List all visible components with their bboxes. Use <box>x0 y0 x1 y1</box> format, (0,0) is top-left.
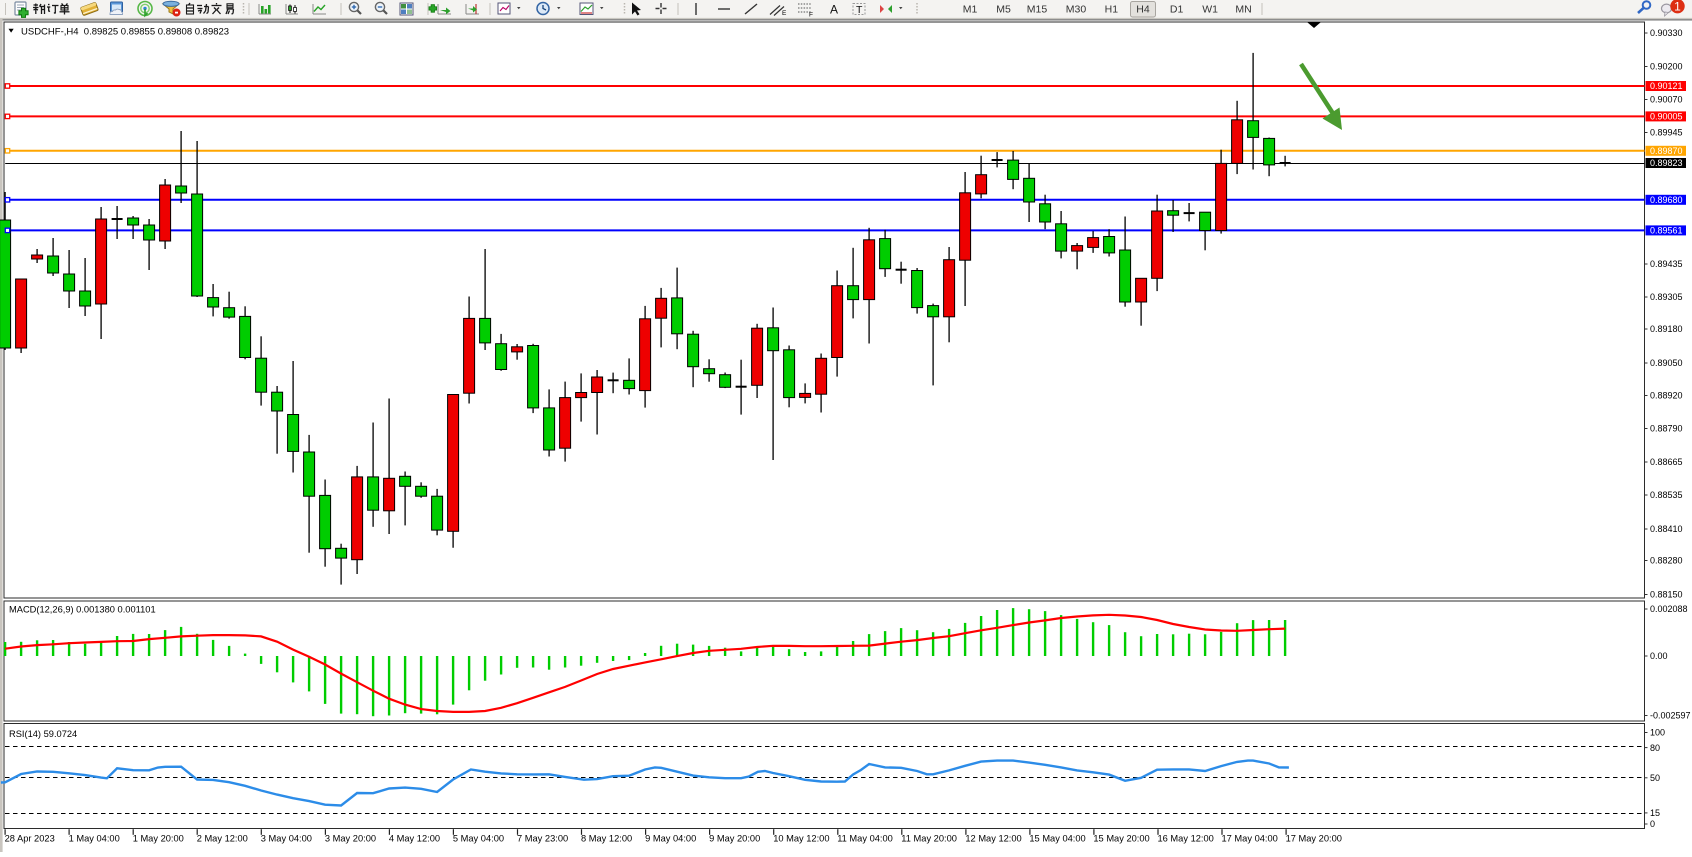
svg-text:0: 0 <box>1650 819 1655 829</box>
svg-text:80: 80 <box>1650 743 1660 753</box>
svg-text:15 May 20:00: 15 May 20:00 <box>1093 834 1149 844</box>
svg-text:M1: M1 <box>963 4 978 16</box>
svg-text:0.90005: 0.90005 <box>1650 112 1683 122</box>
svg-text:0.00: 0.00 <box>1650 651 1668 661</box>
svg-text:0.88790: 0.88790 <box>1650 424 1683 434</box>
svg-text:8 May 12:00: 8 May 12:00 <box>581 834 632 844</box>
svg-text:0.88920: 0.88920 <box>1650 391 1683 401</box>
svg-text:-0.002597: -0.002597 <box>1650 711 1691 721</box>
svg-text:15 May 04:00: 15 May 04:00 <box>1029 834 1085 844</box>
svg-text:12 May 12:00: 12 May 12:00 <box>965 834 1021 844</box>
svg-text:0.89180: 0.89180 <box>1650 324 1683 334</box>
svg-text:0.90330: 0.90330 <box>1650 28 1683 38</box>
svg-text:0.90070: 0.90070 <box>1650 95 1683 105</box>
svg-text:17 May 04:00: 17 May 04:00 <box>1222 834 1278 844</box>
svg-text:3 May 20:00: 3 May 20:00 <box>325 834 376 844</box>
svg-text:0.89435: 0.89435 <box>1650 259 1683 269</box>
svg-text:0.89561: 0.89561 <box>1650 226 1683 236</box>
svg-text:0.89680: 0.89680 <box>1650 195 1683 205</box>
svg-text:15: 15 <box>1650 808 1660 818</box>
svg-text:M30: M30 <box>1066 4 1087 16</box>
svg-text:F: F <box>809 12 813 19</box>
svg-text:0.89050: 0.89050 <box>1650 358 1683 368</box>
svg-text:16 May 12:00: 16 May 12:00 <box>1158 834 1214 844</box>
svg-text:2 May 12:00: 2 May 12:00 <box>197 834 248 844</box>
svg-text:M15: M15 <box>1027 4 1048 16</box>
svg-text:3 May 04:00: 3 May 04:00 <box>261 834 312 844</box>
svg-text:M5: M5 <box>996 4 1011 16</box>
svg-text:1 May 04:00: 1 May 04:00 <box>69 834 120 844</box>
svg-text:A: A <box>830 3 838 17</box>
svg-text:100: 100 <box>1650 728 1665 738</box>
svg-text:11 May 20:00: 11 May 20:00 <box>901 834 957 844</box>
svg-text:50: 50 <box>1650 773 1660 783</box>
svg-text:RSI(14) 59.0724: RSI(14) 59.0724 <box>9 729 77 739</box>
svg-text:9 May 20:00: 9 May 20:00 <box>709 834 760 844</box>
svg-text:28 Apr 2023: 28 Apr 2023 <box>5 834 55 844</box>
svg-text:0.89945: 0.89945 <box>1650 128 1683 138</box>
svg-text:D1: D1 <box>1170 4 1184 16</box>
svg-text:0.89870: 0.89870 <box>1650 146 1683 156</box>
svg-text:H4: H4 <box>1136 4 1150 16</box>
svg-text:10 May 12:00: 10 May 12:00 <box>773 834 829 844</box>
svg-text:0.89305: 0.89305 <box>1650 292 1683 302</box>
svg-text:0.90121: 0.90121 <box>1650 81 1683 91</box>
svg-text:4 May 12:00: 4 May 12:00 <box>389 834 440 844</box>
svg-text:H1: H1 <box>1105 4 1119 16</box>
svg-text:1 May 20:00: 1 May 20:00 <box>133 834 184 844</box>
svg-text:7 May 23:00: 7 May 23:00 <box>517 834 568 844</box>
svg-text:0.88150: 0.88150 <box>1650 590 1683 600</box>
svg-text:0.88280: 0.88280 <box>1650 556 1683 566</box>
svg-text:0.002088: 0.002088 <box>1650 604 1688 614</box>
svg-text:W1: W1 <box>1202 4 1218 16</box>
svg-text:E: E <box>782 10 787 17</box>
svg-text:9 May 04:00: 9 May 04:00 <box>645 834 696 844</box>
svg-text:MACD(12,26,9) 0.001380 0.00110: MACD(12,26,9) 0.001380 0.001101 <box>9 605 156 615</box>
svg-text:MN: MN <box>1235 4 1251 16</box>
svg-text:USDCHF-,H4 0.89825 0.89855 0.: USDCHF-,H4 0.89825 0.89855 0.89808 0.898… <box>21 26 229 37</box>
svg-text:0.90200: 0.90200 <box>1650 62 1683 72</box>
svg-text:17 May 20:00: 17 May 20:00 <box>1286 834 1342 844</box>
svg-text:11 May 04:00: 11 May 04:00 <box>837 834 893 844</box>
svg-text:0.88535: 0.88535 <box>1650 490 1683 500</box>
svg-text:5 May 04:00: 5 May 04:00 <box>453 834 504 844</box>
svg-text:0.88665: 0.88665 <box>1650 457 1683 467</box>
svg-text:T: T <box>856 4 863 16</box>
svg-text:0.89823: 0.89823 <box>1650 158 1683 168</box>
svg-text:1: 1 <box>1674 0 1681 14</box>
svg-text:0.88410: 0.88410 <box>1650 524 1683 534</box>
